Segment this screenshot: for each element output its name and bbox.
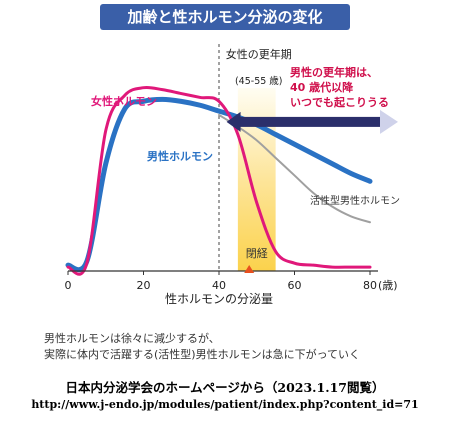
menopause-label: 閉経 xyxy=(246,247,268,260)
male-menopause-note-line-3: いつでも起こりうる xyxy=(290,95,389,109)
x-tick-label-60: 60 xyxy=(288,279,302,292)
source-url: http://www.j-endo.jp/modules/patient/ind… xyxy=(31,398,419,411)
female-hormone-label-1: 女性ホルモン xyxy=(91,94,157,108)
caption-line-1: 男性ホルモンは徐々に減少するが、 xyxy=(44,332,220,345)
male-hormone-label: 男性ホルモン xyxy=(147,149,213,163)
x-tick-label-20: 20 xyxy=(137,279,151,292)
menopause-period-label: 女性の更年期 xyxy=(226,47,292,61)
x-axis-unit: (歳) xyxy=(378,279,398,292)
menopause-age-range: (45-55 歳) xyxy=(235,75,283,87)
x-tick-label-0: 0 xyxy=(65,279,72,292)
active-hormone-label: 活性型男性ホルモン xyxy=(310,194,400,207)
series-line-female xyxy=(66,85,372,276)
series-line-male xyxy=(65,96,373,273)
male-menopause-note-line-1: 男性の更年期は、 xyxy=(290,65,378,79)
x-axis-label: 性ホルモンの分泌量 xyxy=(165,292,273,306)
arrow-head-left xyxy=(226,111,241,132)
hormone-chart: 0 20 40 60 80 (歳) 性ホルモンの分泌量 女性の更年期 (45-55 歳) 閉経 男… xyxy=(65,44,400,306)
chart-title: 加齢と性ホルモン分泌の変化 xyxy=(100,4,350,30)
source-line-1: 日本内分泌学会のホームページから（2023.1.17閲覧） xyxy=(65,380,385,395)
caption-line-2: 実際に体内で活躍する(活性型)男性ホルモンは急に下がっていく xyxy=(44,348,361,361)
x-tick-label-80: 80 xyxy=(363,279,377,292)
x-tick-label-40: 40 xyxy=(212,279,226,292)
series-line-active xyxy=(218,114,371,224)
arrow-head-right xyxy=(380,109,398,134)
menopause-marker xyxy=(244,265,255,273)
male-menopause-note-line-2: 40 歳代以降 xyxy=(290,80,354,94)
arrow-shaft xyxy=(236,116,380,127)
